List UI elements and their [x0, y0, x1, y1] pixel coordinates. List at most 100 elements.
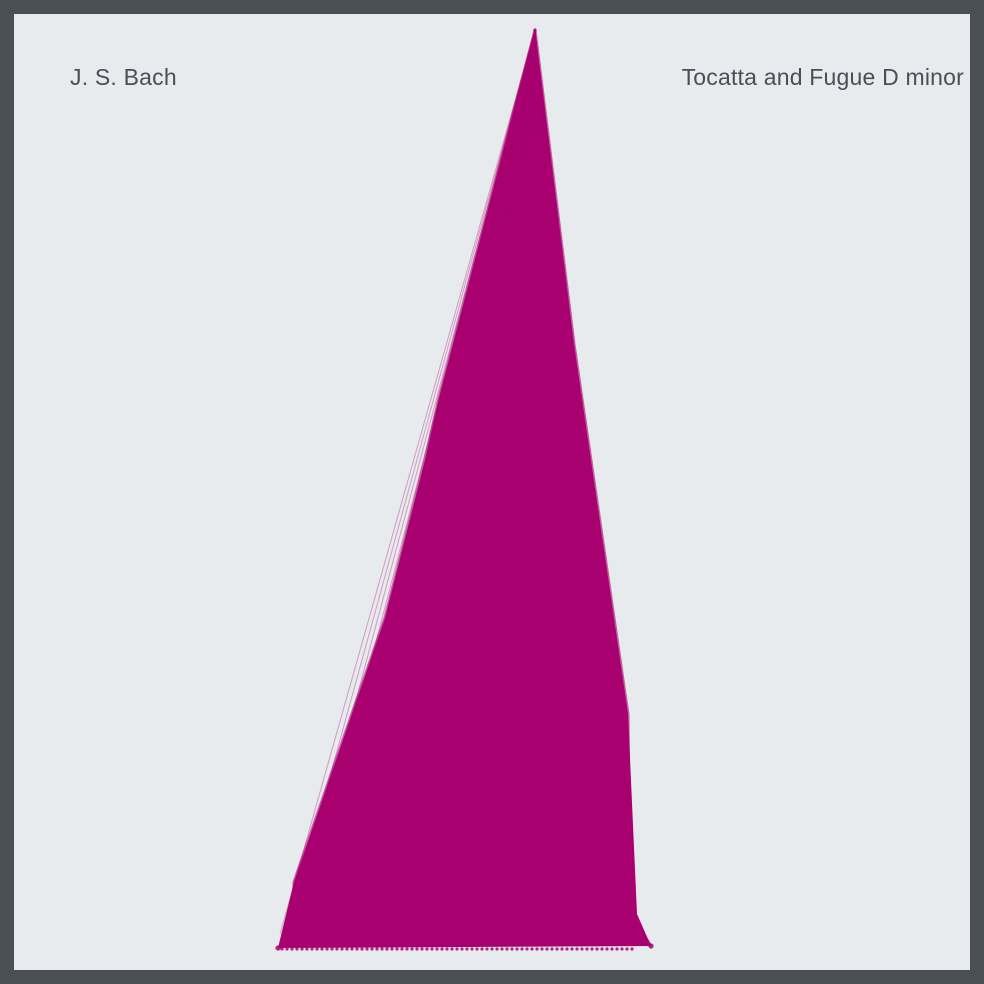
- network-node: [555, 947, 559, 951]
- network-edge: [534, 29, 625, 944]
- network-edge: [416, 29, 536, 944]
- network-edge: [534, 29, 578, 935]
- network-silhouette: [278, 28, 651, 948]
- network-node: [610, 947, 614, 951]
- network-node: [300, 947, 304, 951]
- network-edge: [469, 29, 536, 941]
- network-node: [625, 947, 629, 951]
- network-node: [440, 947, 444, 951]
- network-node: [480, 947, 484, 951]
- network-edge: [534, 29, 631, 947]
- network-node: [280, 947, 284, 951]
- network-node: [630, 947, 634, 951]
- network-edge: [534, 29, 572, 947]
- network-edge: [380, 29, 536, 941]
- network-node: [275, 945, 281, 951]
- network-edge: [421, 29, 536, 947]
- network-edge: [451, 29, 536, 947]
- network-node: [505, 947, 509, 951]
- network-node: [310, 947, 314, 951]
- network-node: [530, 947, 534, 951]
- network-node: [590, 947, 594, 951]
- network-edge: [445, 29, 536, 944]
- network-edge: [487, 29, 536, 935]
- network-edge: [374, 29, 536, 938]
- network-node: [395, 947, 399, 951]
- poster-canvas: J. S. Bach Tocatta and Fugue D minor: [14, 14, 970, 970]
- network-edge: [368, 29, 536, 935]
- network-node: [305, 947, 309, 951]
- network-edges: [279, 29, 653, 947]
- network-edge: [356, 29, 536, 944]
- network-edge: [534, 29, 542, 947]
- network-node: [605, 947, 609, 951]
- network-node: [600, 947, 604, 951]
- network-node: [435, 947, 439, 951]
- network-edge: [534, 29, 584, 938]
- network-edge: [481, 29, 536, 947]
- network-node: [345, 947, 349, 951]
- network-node: [620, 947, 624, 951]
- network-nodes: [275, 28, 654, 951]
- network-edge: [516, 29, 536, 935]
- network-edge: [279, 29, 536, 935]
- network-node: [500, 947, 504, 951]
- network-node: [445, 947, 449, 951]
- network-edge: [534, 29, 619, 941]
- network-edge: [522, 29, 536, 938]
- network-edge: [534, 29, 548, 935]
- network-node: [515, 947, 519, 951]
- network-node: [285, 947, 289, 951]
- network-node: [525, 947, 529, 951]
- network-node: [350, 947, 354, 951]
- network-edge: [463, 29, 536, 938]
- network-edge: [427, 29, 536, 935]
- network-node: [415, 947, 419, 951]
- network-edge: [505, 29, 536, 944]
- network-fill: [278, 28, 651, 948]
- network-node: [290, 947, 294, 951]
- note-network-shape: [275, 28, 654, 951]
- network-node: [370, 947, 374, 951]
- network-rim: [533, 29, 653, 947]
- network-node: [540, 947, 544, 951]
- network-node: [405, 947, 409, 951]
- network-node: [375, 947, 379, 951]
- network-edge: [327, 29, 536, 944]
- network-edge: [510, 29, 536, 947]
- network-node: [450, 947, 454, 951]
- network-edge: [534, 29, 595, 944]
- network-edge: [534, 29, 601, 947]
- network-node: [295, 947, 299, 951]
- network-edge: [362, 29, 536, 947]
- network-node: [580, 947, 584, 951]
- network-node: [465, 947, 469, 951]
- network-node: [535, 947, 539, 951]
- network-edge: [493, 29, 536, 938]
- network-node: [495, 947, 499, 951]
- network-edge: [321, 29, 536, 941]
- network-edge: [315, 29, 536, 938]
- network-edge: [392, 29, 536, 947]
- network-node: [380, 947, 384, 951]
- network-node: [385, 947, 389, 951]
- network-edge: [398, 29, 536, 935]
- network-edge: [534, 29, 560, 941]
- network-edge: [534, 29, 613, 938]
- network-node: [335, 947, 339, 951]
- network-node: [430, 947, 434, 951]
- network-node: [490, 947, 494, 951]
- network-rim: [291, 29, 537, 945]
- piece-title: Tocatta and Fugue D minor: [681, 64, 964, 90]
- network-node: [550, 947, 554, 951]
- network-edge: [344, 29, 536, 938]
- network-node: [648, 943, 654, 949]
- network-node: [390, 947, 394, 951]
- network-node: [325, 947, 329, 951]
- network-edge: [534, 29, 566, 944]
- network-edge: [386, 29, 536, 944]
- composer-name: J. S. Bach: [70, 64, 177, 90]
- network-node: [575, 947, 579, 951]
- network-node: [570, 947, 574, 951]
